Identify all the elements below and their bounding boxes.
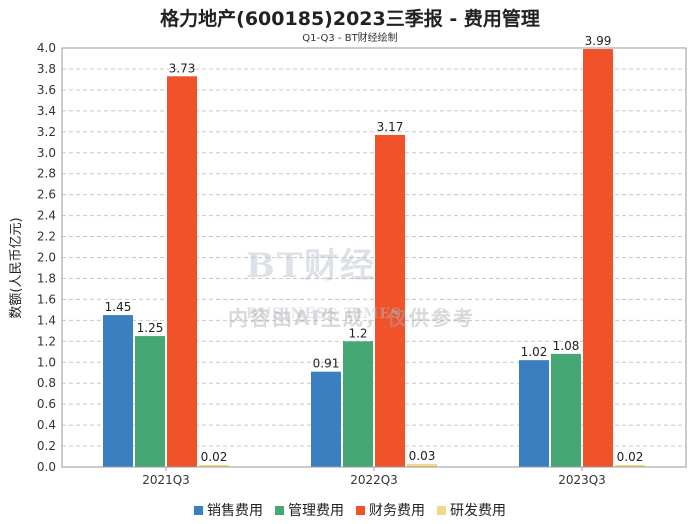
legend-item: 财务费用 bbox=[356, 500, 425, 520]
data-label: 1.25 bbox=[137, 321, 164, 335]
legend-swatch bbox=[437, 505, 446, 515]
watermark-brand-cn: BT财经 bbox=[246, 246, 377, 286]
y-tick-label: 0.2 bbox=[37, 439, 56, 453]
x-tick-label: 2023Q3 bbox=[558, 473, 606, 487]
legend-item: 研发费用 bbox=[437, 500, 506, 520]
y-tick-label: 1.0 bbox=[37, 355, 56, 369]
data-label: 0.02 bbox=[617, 450, 644, 464]
legend-swatch bbox=[194, 505, 203, 515]
bar-1-2021Q3 bbox=[103, 315, 133, 467]
legend-label: 财务费用 bbox=[369, 503, 425, 519]
legend-label: 研发费用 bbox=[450, 503, 506, 519]
chart-title: 格力地产(600185)2023三季报 - 费用管理 bbox=[160, 8, 540, 30]
y-tick-label: 3.6 bbox=[37, 83, 56, 97]
y-tick-label: 2.2 bbox=[37, 230, 56, 244]
chart-subtitle: Q1-Q3 - BT财经绘制 bbox=[302, 33, 398, 44]
y-tick-label: 0.4 bbox=[37, 418, 56, 432]
y-tick-label: 2.6 bbox=[37, 188, 56, 202]
plot-frame bbox=[61, 47, 687, 468]
data-label: 3.73 bbox=[169, 61, 196, 75]
data-label: 0.02 bbox=[201, 450, 228, 464]
y-axis-label: 数额(人民币亿元) bbox=[9, 217, 24, 318]
x-tick-label: 2022Q3 bbox=[350, 473, 398, 487]
bar-2-2021Q3 bbox=[135, 336, 165, 467]
y-tick-label: 3.8 bbox=[37, 62, 56, 76]
legend: 销售费用 管理费用 财务费用 研发费用 bbox=[0, 500, 700, 520]
bar-3-2022Q3 bbox=[375, 134, 405, 467]
bar-1-2022Q3 bbox=[311, 371, 341, 467]
legend-item: 管理费用 bbox=[275, 500, 344, 520]
bar-4-2022Q3 bbox=[407, 463, 437, 467]
bar-1-2023Q3 bbox=[519, 360, 549, 467]
y-tick-label: 2.8 bbox=[37, 167, 56, 181]
data-label: 3.99 bbox=[585, 34, 612, 48]
bar-4-2021Q3 bbox=[199, 464, 229, 467]
y-tick-label: 3.2 bbox=[37, 125, 56, 139]
x-axis-ticks: 2021Q3 2022Q3 2023Q3 bbox=[142, 467, 606, 487]
bar-2-2022Q3 bbox=[343, 341, 373, 467]
data-label: 1.45 bbox=[105, 300, 132, 314]
y-tick-label: 0.0 bbox=[37, 460, 56, 474]
watermark-notice: 内容由AI生成，仅供参考 bbox=[228, 306, 475, 330]
legend-swatch bbox=[356, 505, 365, 515]
bar-3-2021Q3 bbox=[167, 76, 197, 467]
data-label: 0.03 bbox=[409, 449, 436, 463]
legend-label: 管理费用 bbox=[288, 503, 344, 519]
value-labels: 1.45 1.25 3.73 0.02 0.91 1.2 3.17 0.03 1.02 1.08 3… bbox=[105, 34, 644, 464]
legend-item: 销售费用 bbox=[194, 500, 263, 520]
x-tick-label: 2021Q3 bbox=[142, 473, 190, 487]
data-label: 1.02 bbox=[521, 345, 548, 359]
y-tick-label: 0.6 bbox=[37, 397, 56, 411]
y-tick-label: 2.0 bbox=[37, 251, 56, 265]
y-tick-label: 1.2 bbox=[37, 334, 56, 348]
watermark-brand: BT财经 BUSINESS TIMES bbox=[246, 238, 402, 327]
bar-3-2023Q3 bbox=[583, 49, 613, 468]
y-tick-label: 3.0 bbox=[37, 146, 56, 160]
y-tick-label: 0.8 bbox=[37, 376, 56, 390]
data-label: 3.17 bbox=[377, 120, 404, 134]
y-tick-label: 3.4 bbox=[37, 104, 56, 118]
y-tick-label: 1.6 bbox=[37, 292, 56, 306]
y-tick-label: 4.0 bbox=[37, 41, 56, 55]
data-label: 1.2 bbox=[348, 326, 367, 340]
y-tick-label: 2.4 bbox=[37, 209, 56, 223]
watermark-brand-en: BUSINESS TIMES bbox=[246, 306, 403, 322]
bar-4-2023Q3 bbox=[615, 464, 645, 467]
data-label: 0.91 bbox=[313, 357, 340, 371]
bar-2-2023Q3 bbox=[551, 353, 581, 467]
legend-label: 销售费用 bbox=[207, 503, 263, 519]
legend-swatch bbox=[275, 505, 284, 515]
bars bbox=[103, 49, 645, 468]
y-tick-label: 1.8 bbox=[37, 271, 56, 285]
gridlines bbox=[62, 47, 686, 468]
data-label: 1.08 bbox=[553, 339, 580, 353]
y-tick-label: 1.4 bbox=[37, 313, 56, 327]
y-axis-ticks: 0.0 0.2 0.4 0.6 0.8 1.0 1.2 1.4 1.6 1.8 2.0 2.2 2.4 2… bbox=[37, 41, 56, 474]
